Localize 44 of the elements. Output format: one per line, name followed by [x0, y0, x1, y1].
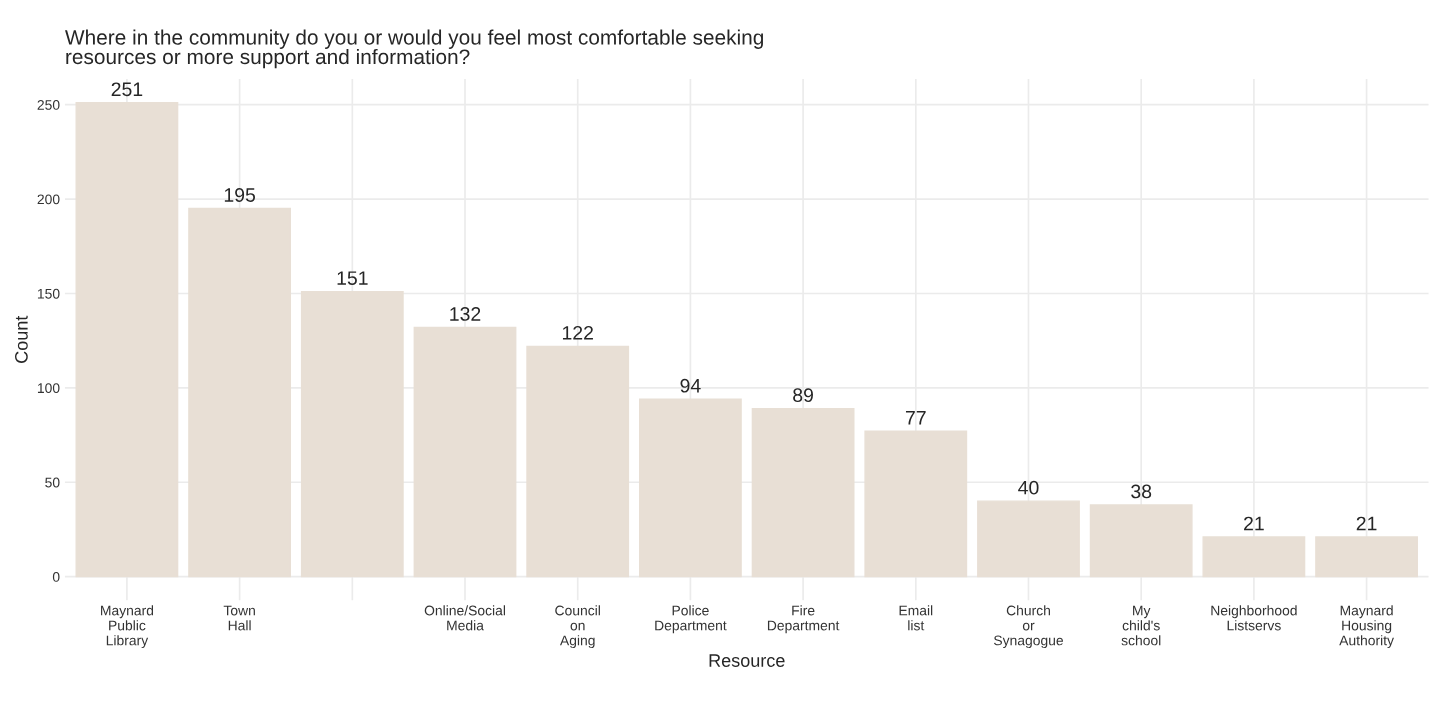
x-tick-label: Email list — [899, 605, 933, 631]
y-tick-label: 50 — [45, 477, 60, 488]
data-label: 132 — [450, 307, 481, 321]
data-label: 151 — [337, 271, 368, 285]
x-tick-label: Neighborhood Listservs — [1211, 605, 1297, 631]
x-tick-label: Fire Department — [767, 605, 840, 634]
y-axis-title: Count — [14, 315, 28, 363]
y-tick-label: 150 — [37, 288, 60, 299]
data-label: 122 — [562, 325, 593, 340]
bar — [1202, 536, 1306, 578]
x-axis-title: Resource — [709, 654, 785, 667]
bar — [751, 407, 855, 578]
data-label: 38 — [1131, 484, 1152, 499]
bar — [1089, 504, 1193, 578]
bar — [864, 430, 968, 578]
data-label: 77 — [905, 411, 926, 425]
y-tick-label: 0 — [52, 572, 60, 582]
y-tick-label: 100 — [37, 383, 60, 394]
data-label: 89 — [793, 388, 813, 403]
x-tick-label: Church or Synagogue — [993, 605, 1064, 649]
y-tick-label: 250 — [37, 100, 60, 110]
x-tick-label: Online/Social Media — [424, 605, 505, 631]
x-tick-label: My child's school — [1121, 605, 1161, 646]
x-tick-label: Police Department — [655, 605, 727, 634]
x-tick-label: Maynard Public Library — [101, 605, 154, 649]
bar — [300, 290, 404, 578]
data-label: 195 — [224, 188, 256, 202]
x-tick-label: Town Hall — [223, 605, 255, 631]
data-label: 94 — [680, 378, 701, 393]
bar — [188, 207, 292, 578]
bar — [638, 398, 742, 578]
bar — [413, 326, 517, 578]
bar — [75, 102, 179, 578]
bar — [977, 500, 1080, 578]
data-label: 40 — [1018, 480, 1039, 495]
chart-title: Where in the community do you or would you feel most comfortable seeking resources or more support and information? — [65, 29, 763, 69]
y-tick-label: 200 — [37, 194, 60, 205]
x-tick-label: Maynard Housing Authority — [1339, 605, 1394, 649]
x-tick-label: Council on Aging — [555, 605, 600, 649]
data-label: 21 — [1244, 516, 1264, 531]
bar — [526, 345, 630, 578]
data-label: 251 — [111, 82, 143, 97]
bar — [1315, 536, 1418, 578]
data-label: 21 — [1356, 516, 1377, 531]
